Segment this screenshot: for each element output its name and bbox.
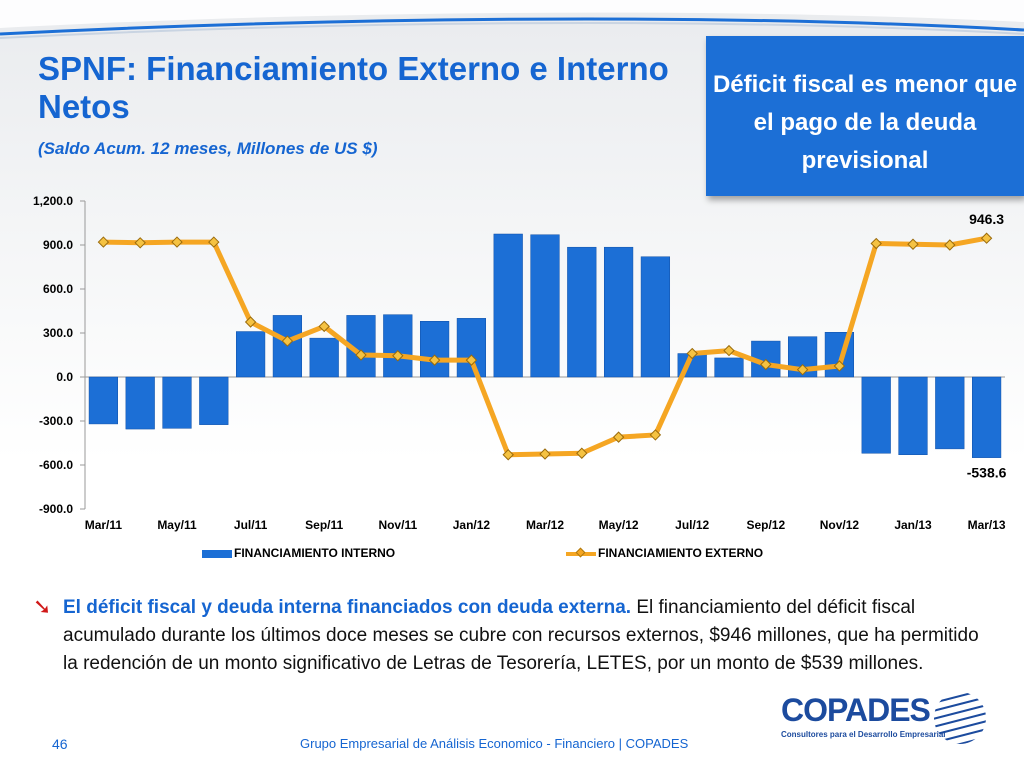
point-externo: [134, 237, 146, 249]
bar-interno: [935, 376, 965, 450]
legend-interno: FINANCIAMIENTO INTERNO: [202, 546, 395, 560]
x-tick-label: Mar/11: [85, 518, 123, 532]
bar-interno: [567, 246, 597, 378]
callout-text: Déficit fiscal es menor que el pago de l…: [712, 71, 1018, 174]
y-tick-label: -900.0: [39, 502, 73, 516]
bar-interno: [714, 357, 744, 378]
legend-line-swatch: [566, 547, 596, 558]
point-externo: [502, 449, 514, 461]
y-tick-label: 900.0: [43, 238, 73, 252]
point-externo: [171, 236, 183, 248]
callout-box: Déficit fiscal es menor que el pago de l…: [706, 36, 1024, 196]
bar-interno: [640, 256, 671, 378]
x-tick-label: Mar/13: [968, 518, 1006, 532]
bar-interno: [419, 321, 450, 378]
arrow-down-icon: ➘: [33, 594, 52, 619]
bar-interno: [971, 376, 1002, 458]
slide-subtitle: (Saldo Acum. 12 meses, Millones de US $): [38, 139, 378, 158]
y-tick-label: 600.0: [43, 282, 73, 296]
point-externo: [318, 320, 330, 333]
x-tick-label: Nov/11: [378, 518, 417, 532]
x-tick-label: Mar/12: [526, 518, 564, 532]
point-externo: [465, 354, 478, 366]
body-text: El financiamiento del déficit fiscal acu…: [63, 597, 979, 674]
bar-interno: [456, 318, 487, 378]
bar-interno: [383, 314, 413, 378]
y-tick-label: -300.0: [39, 414, 73, 428]
bar-interno: [493, 233, 523, 378]
footer-text: Grupo Empresarial de Análisis Economico …: [300, 736, 689, 751]
bar-interno: [861, 376, 891, 454]
x-tick-label: Nov/12: [820, 518, 860, 532]
x-tick-label: Jan/12: [453, 518, 491, 532]
y-tick-label: 1,200.0: [33, 194, 73, 208]
body-highlight: El déficit fiscal y deuda interna financ…: [63, 597, 632, 618]
legend-bar-swatch: [202, 549, 232, 558]
bar-interno: [603, 246, 634, 378]
y-tick-label: 0.0: [56, 370, 73, 384]
x-tick-label: Sep/12: [746, 518, 785, 532]
point-externo: [576, 447, 588, 459]
y-tick-label: -600.0: [39, 458, 73, 472]
bar-interno: [309, 337, 339, 378]
point-externo: [97, 236, 110, 248]
point-externo: [796, 363, 809, 376]
decorative-top-band: [0, 0, 1024, 39]
legend-externo-label: FINANCIAMIENTO EXTERNO: [598, 546, 764, 560]
x-tick-label: Jul/11: [234, 518, 268, 532]
legend-externo: FINANCIAMIENTO EXTERNO: [566, 546, 763, 560]
x-tick-label: Jan/13: [894, 518, 932, 532]
bar-interno: [125, 376, 155, 430]
bar-interno: [88, 376, 119, 425]
body-paragraph: El déficit fiscal y deuda interna financ…: [63, 594, 983, 678]
logo-globe-icon: [934, 692, 986, 744]
bar-interno: [235, 331, 266, 378]
point-externo: [649, 429, 662, 441]
bar-interno: [530, 234, 560, 378]
data-label: 946.3: [969, 211, 1004, 227]
point-externo: [539, 448, 551, 460]
point-externo: [907, 238, 919, 250]
point-externo: [208, 236, 220, 248]
point-externo: [612, 431, 625, 443]
point-externo: [980, 232, 993, 244]
bar-interno: [199, 376, 229, 425]
point-externo: [428, 354, 441, 366]
slide-title: SPNF: Financiamiento Externo e Interno N…: [38, 50, 669, 125]
point-externo: [244, 316, 257, 328]
x-tick-label: Sep/11: [305, 518, 343, 532]
logo-tagline: Consultores para el Desarrollo Empresari…: [781, 730, 946, 739]
copades-logo: COPADES Consultores para el Desarrollo E…: [781, 690, 991, 746]
bar-interno: [162, 376, 192, 429]
page-number: 46: [52, 736, 68, 752]
x-tick-label: Jul/12: [675, 518, 709, 532]
financing-chart: 1,200.0 900.0 600.0 300.0 0.0 -300.0 -600.0 -90…: [33, 194, 1007, 532]
data-label: -538.6: [967, 465, 1007, 481]
x-tick-label: May/11: [157, 518, 197, 532]
y-tick-label: 300.0: [43, 326, 73, 340]
point-externo: [833, 360, 846, 372]
point-externo: [392, 350, 404, 362]
legend-interno-label: FINANCIAMIENTO INTERNO: [234, 546, 396, 560]
point-externo: [870, 237, 882, 250]
point-externo: [686, 347, 698, 360]
x-tick-label: May/12: [599, 518, 639, 532]
point-externo: [355, 349, 367, 361]
point-externo: [281, 335, 294, 347]
bar-interno: [898, 376, 928, 455]
point-externo: [760, 358, 772, 371]
point-externo: [944, 239, 956, 251]
logo-name: COPADES: [781, 692, 931, 728]
point-externo: [723, 344, 735, 357]
